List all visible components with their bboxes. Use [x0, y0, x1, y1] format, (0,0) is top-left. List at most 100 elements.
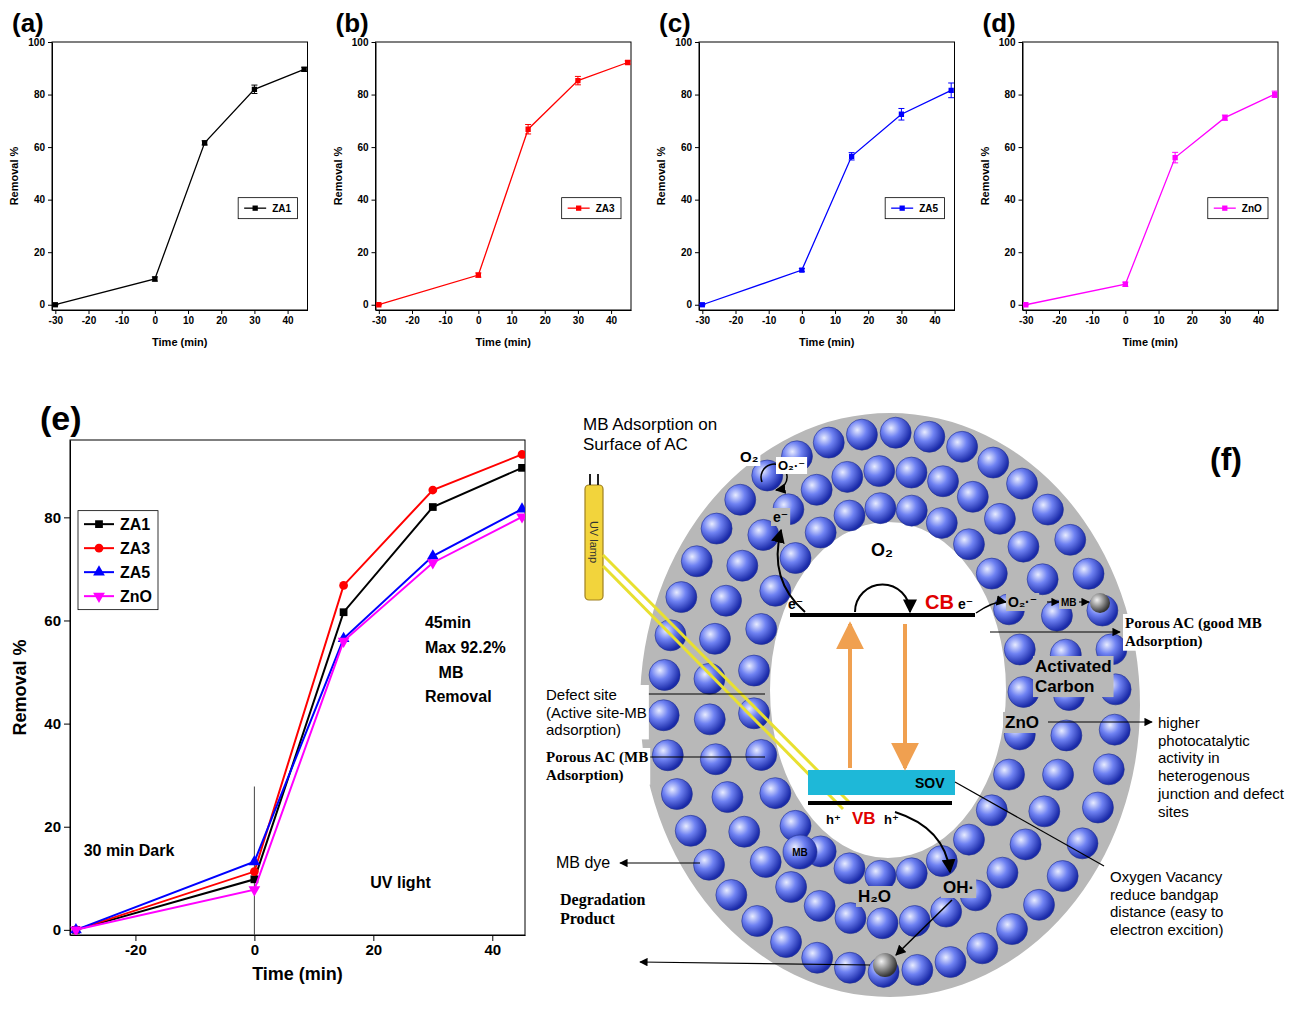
- y-tick-mark: [372, 305, 376, 306]
- legend: ZA3: [562, 198, 621, 219]
- zno-sphere: [967, 933, 998, 964]
- y-axis-line: [1023, 43, 1024, 311]
- error-cap: [251, 85, 257, 86]
- legend-label: ZA1: [272, 203, 291, 214]
- y-tick: 80: [34, 89, 52, 100]
- x-tick-label: -30: [372, 315, 387, 326]
- diagram-label: MB Adsorption onSurface of AC: [581, 414, 719, 455]
- diagram-label: O₂·⁻: [776, 457, 807, 474]
- legend-label: ZA5: [919, 203, 938, 214]
- data-point: [700, 302, 705, 307]
- y-tick: 40: [34, 194, 52, 205]
- error-cap: [1272, 97, 1278, 98]
- annotation: MB: [439, 664, 464, 681]
- x-tick-mark: [379, 310, 380, 314]
- x-axis: -30-20-10010203040: [1019, 310, 1278, 326]
- text-line: O₂·⁻: [778, 458, 805, 473]
- zno-sphere: [976, 795, 1007, 826]
- text-patch: [581, 414, 719, 455]
- x-tick-label: -30: [1019, 315, 1034, 326]
- legend-label: ZnO: [1242, 203, 1262, 214]
- legend-marker: [93, 565, 105, 575]
- text-patch: [1059, 596, 1079, 609]
- error-cap: [898, 108, 904, 109]
- text-patch: [1006, 593, 1039, 611]
- diagram-text: H₂O: [858, 887, 891, 906]
- plot-area: [1023, 91, 1278, 307]
- x-tick: 20: [540, 310, 552, 326]
- annotation: 30 min Dark: [84, 842, 175, 859]
- zno-sphere: [1032, 494, 1063, 525]
- legend-marker: [93, 593, 105, 603]
- panel-letter: (b): [336, 8, 369, 38]
- data-point: [525, 127, 530, 132]
- data-point: [340, 608, 348, 616]
- y-tick-label: 40: [357, 194, 369, 205]
- zno-sphere: [776, 872, 807, 903]
- error-cap: [948, 82, 954, 83]
- arrow: [640, 962, 870, 965]
- degraded-molecule: [1090, 593, 1110, 613]
- x-tick-mark: [1092, 310, 1093, 314]
- zno-sphere: [1093, 754, 1124, 785]
- text-patch: [1003, 712, 1041, 733]
- x-tick-mark: [288, 310, 289, 314]
- x-tick-label: -10: [1085, 315, 1100, 326]
- zno-sphere: [953, 824, 984, 855]
- error-cap: [575, 76, 581, 77]
- zno-sphere: [675, 815, 706, 846]
- error-bar: [301, 67, 307, 71]
- arrow: [630, 693, 765, 694]
- text-line: MB Adsorption on: [583, 415, 717, 434]
- chart-panel: -30-20-10010203040020406080100Time (min)…: [655, 8, 955, 348]
- zno-sphere: [1004, 634, 1035, 665]
- x-tick-label: 30: [249, 315, 261, 326]
- x-tick-mark: [512, 310, 513, 314]
- error-bar: [251, 85, 257, 93]
- x-tick: -10: [1085, 310, 1100, 326]
- y-tick-label: 0: [363, 299, 369, 310]
- data-point: [1272, 92, 1277, 97]
- diagram-label: e⁻: [771, 508, 790, 526]
- zno-sphere: [694, 704, 725, 735]
- text-line: O₂: [740, 448, 758, 465]
- x-tick-mark: [1159, 310, 1160, 314]
- x-tick: 20: [365, 935, 382, 958]
- text-patch: [544, 748, 650, 785]
- y-tick-label: 80: [34, 89, 46, 100]
- oxygen-vacancy-level: [808, 770, 955, 795]
- legend-label: ZnO: [120, 588, 152, 605]
- x-tick-label: 0: [153, 315, 159, 326]
- text-line: Porous AC (good MB: [1125, 615, 1262, 632]
- x-tick: -30: [696, 310, 711, 326]
- panel-letter: (a): [12, 8, 44, 38]
- zno-sphere: [739, 655, 770, 686]
- error-bar: [1172, 152, 1178, 163]
- recombination-arrow: [903, 624, 907, 768]
- y-tick-mark: [1019, 147, 1023, 148]
- x-tick: 10: [830, 310, 842, 326]
- legend-marker: [1222, 206, 1227, 211]
- series-line: [76, 468, 522, 930]
- series-line: [76, 509, 522, 930]
- zno-sphere: [760, 778, 791, 809]
- text-patch: [856, 886, 893, 907]
- arrow: [630, 756, 765, 757]
- y-tick-label: 0: [53, 921, 61, 938]
- zno-sphere: [746, 739, 777, 770]
- chart-panel: -30-20-10010203040020406080100Time (min)…: [8, 8, 308, 348]
- zno-sphere: [994, 759, 1025, 790]
- legend-label: ZA5: [120, 564, 150, 581]
- curved-arrow: [895, 812, 950, 872]
- x-tick-label: 20: [1187, 315, 1199, 326]
- text-line: CB: [925, 591, 954, 613]
- text-line: Product: [560, 910, 615, 927]
- y-tick-mark: [1019, 305, 1023, 306]
- y-tick: 40: [681, 194, 699, 205]
- x-tick-label: -20: [125, 941, 147, 958]
- chart-panel: -30-20-10010203040020406080100Time (min)…: [332, 8, 632, 348]
- x-tick-mark: [254, 310, 255, 314]
- zno-sphere: [780, 543, 811, 574]
- zno-sphere: [896, 457, 927, 488]
- x-tick-label: -10: [762, 315, 777, 326]
